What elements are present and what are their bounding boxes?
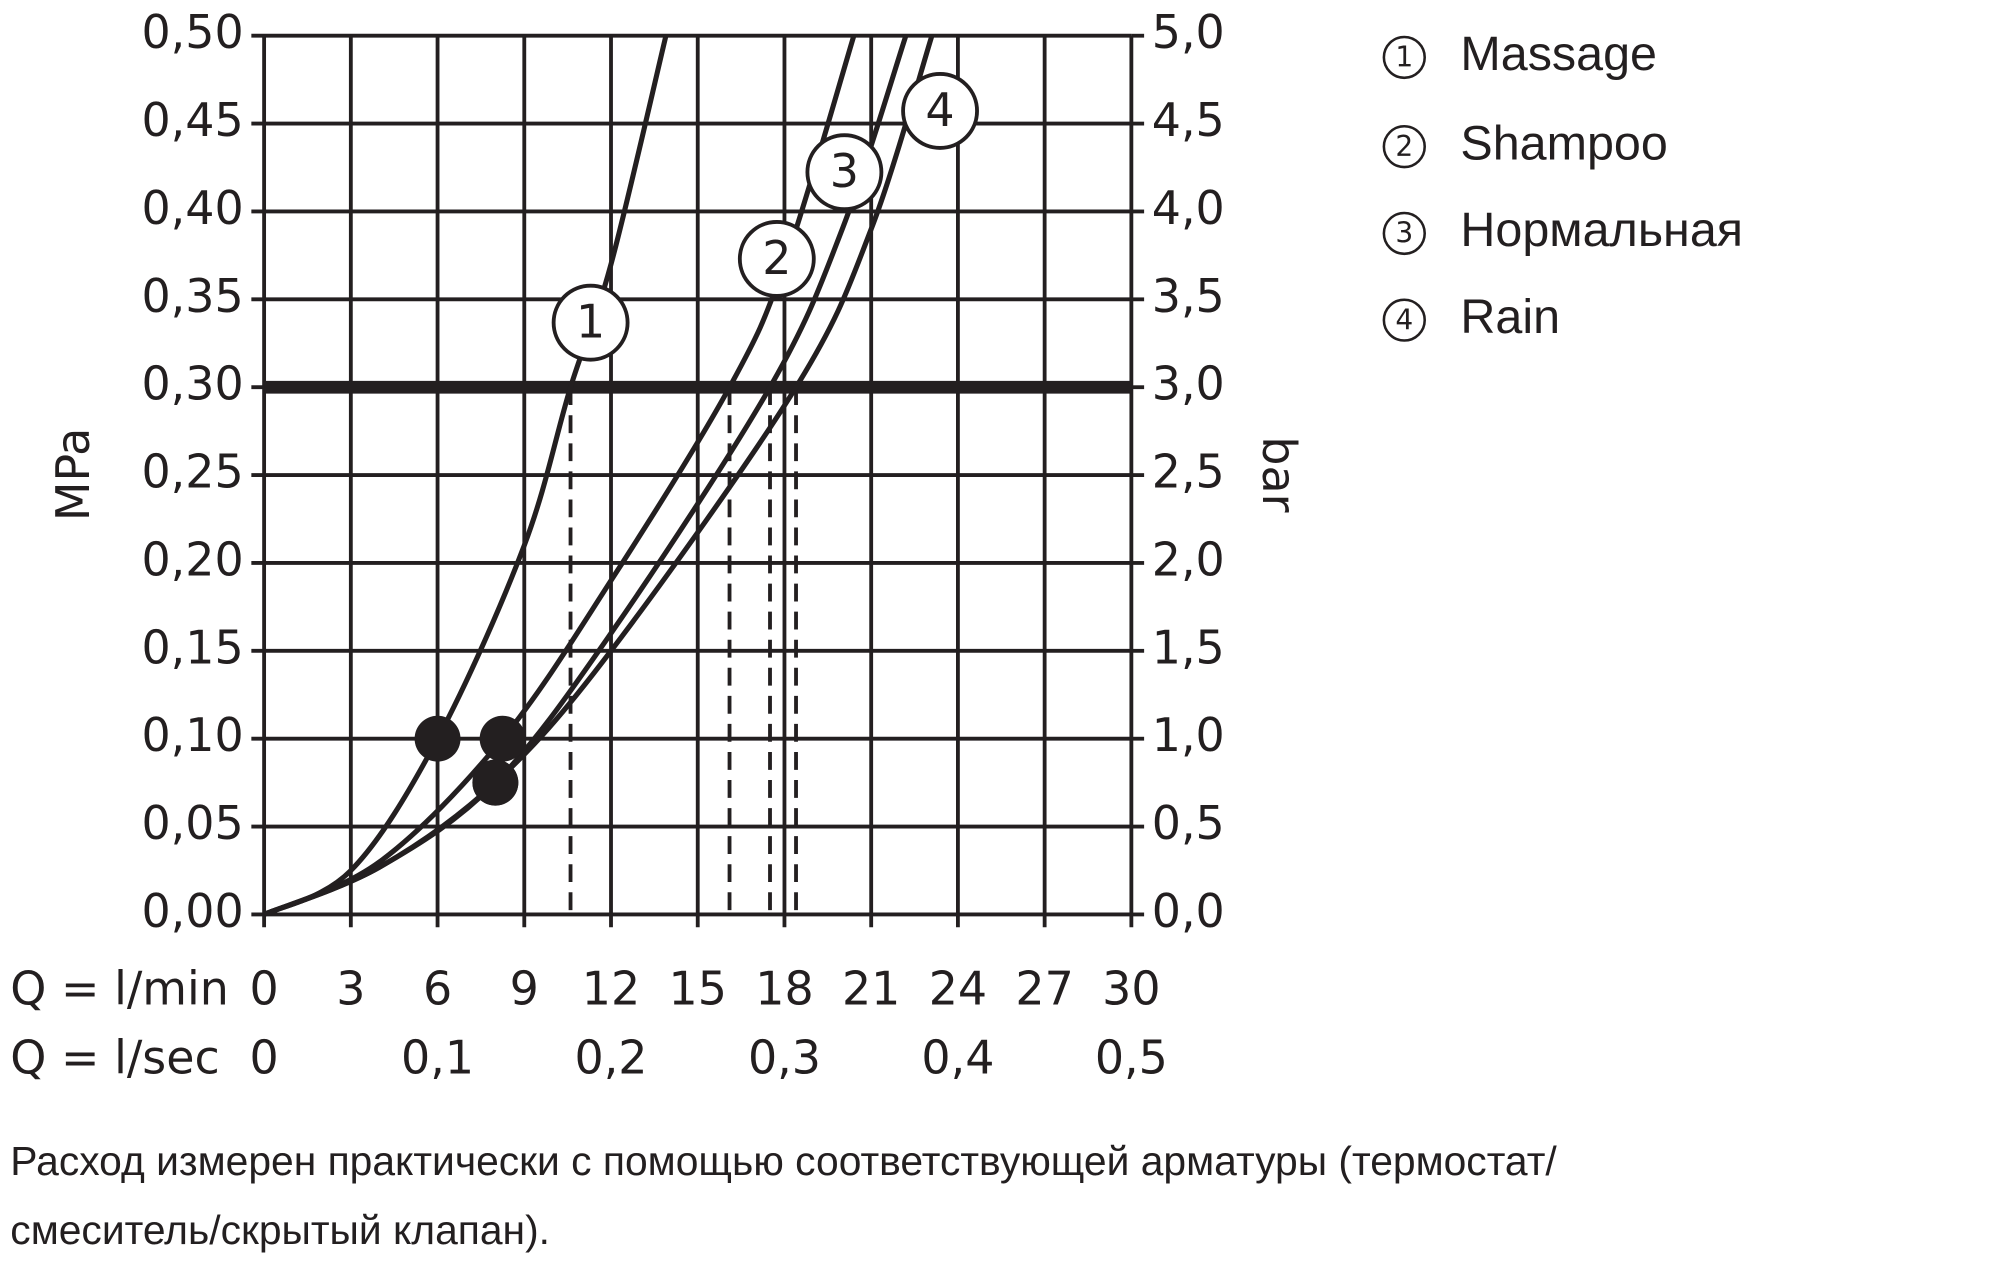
legend-number: 1: [1395, 41, 1413, 74]
y2-tick-label: 1,5: [1152, 620, 1225, 674]
y2-tick-label: 2,5: [1152, 445, 1225, 499]
x-axis-label: Q = l/min: [10, 962, 229, 1016]
x-tick-label: 0: [249, 962, 278, 1016]
x-tick-label: 3: [336, 962, 365, 1016]
curve-label-circle: [805, 133, 884, 212]
x-tick-label: 12: [582, 962, 640, 1016]
curve: [263, 34, 935, 917]
x2-tick-label: 0,5: [1095, 1031, 1168, 1085]
x-tick-label: 30: [1102, 962, 1160, 1016]
y-tick-label: 0,00: [141, 884, 243, 938]
x-tick-label: 24: [929, 962, 987, 1016]
y-tick-label: 0,05: [141, 796, 243, 850]
legend-marker: [1382, 298, 1426, 342]
y-tick-label: 0,15: [141, 620, 243, 674]
y2-tick-label: 3,5: [1152, 269, 1225, 323]
x2-tick-label: 0,3: [748, 1031, 821, 1085]
y2-tick-label: 4,0: [1152, 181, 1225, 235]
legend-number: 2: [1395, 130, 1413, 163]
y2-axis-label: bar: [1252, 436, 1306, 512]
legend-number: 3: [1395, 217, 1413, 250]
legend-marker: [1382, 124, 1426, 169]
y-tick-label: 0,40: [141, 181, 243, 235]
curve-label: 1: [576, 295, 605, 349]
legend-marker: [1382, 211, 1426, 256]
curve-label: 4: [925, 83, 954, 137]
y-tick-label: 0,25: [141, 445, 243, 499]
y-tick-label: 0,35: [141, 269, 243, 323]
curve-label-circle: [901, 72, 979, 150]
x-tick-label: 27: [1015, 962, 1073, 1016]
curve-label-circle: [737, 220, 816, 298]
y2-tick-label: 2,0: [1152, 532, 1225, 586]
y2-tick-label: 5,0: [1152, 5, 1225, 59]
x2-tick-label: 0: [249, 1031, 278, 1085]
y2-tick-label: 1,0: [1152, 708, 1225, 762]
legend-label: Shampoo: [1460, 116, 1667, 170]
legend-label: Rain: [1460, 290, 1560, 344]
y-tick-label: 0,20: [141, 532, 243, 586]
y2-tick-label: 0,5: [1152, 796, 1225, 850]
footnote: смеситель/скрытый клапан).: [10, 1207, 550, 1253]
legend-label: Нормальная: [1460, 203, 1743, 257]
curve-label: 2: [762, 231, 791, 285]
operating-point: [472, 759, 519, 806]
x-tick-label: 18: [755, 962, 813, 1016]
x-tick-label: 21: [842, 962, 900, 1016]
curve-label-circle: [551, 283, 630, 362]
x2-axis-label: Q = l/sec: [10, 1031, 219, 1085]
legend-label: Massage: [1460, 27, 1657, 81]
x2-tick-label: 0,1: [401, 1031, 474, 1085]
legend-number: 4: [1395, 303, 1413, 336]
footnote: Расход измерен практически с помощью соо…: [10, 1138, 1557, 1184]
x2-tick-label: 0,2: [575, 1031, 648, 1085]
y2-tick-label: 3,0: [1152, 357, 1225, 411]
y2-tick-label: 0,0: [1152, 884, 1225, 938]
curve-label: 3: [830, 144, 859, 198]
x2-tick-label: 0,4: [921, 1031, 994, 1085]
operating-point: [479, 715, 526, 762]
x-tick-label: 9: [510, 962, 539, 1016]
x-tick-label: 15: [669, 962, 727, 1016]
y2-tick-label: 4,5: [1152, 93, 1225, 147]
x-tick-label: 6: [423, 962, 452, 1016]
y-axis-label: MPa: [46, 428, 100, 521]
curve: [262, 35, 669, 917]
operating-point: [414, 715, 461, 762]
legend-marker: [1382, 35, 1426, 80]
y-tick-label: 0,30: [141, 357, 243, 411]
y-tick-label: 0,10: [141, 708, 243, 762]
y-tick-label: 0,45: [141, 93, 243, 147]
y-tick-label: 0,50: [141, 5, 243, 59]
